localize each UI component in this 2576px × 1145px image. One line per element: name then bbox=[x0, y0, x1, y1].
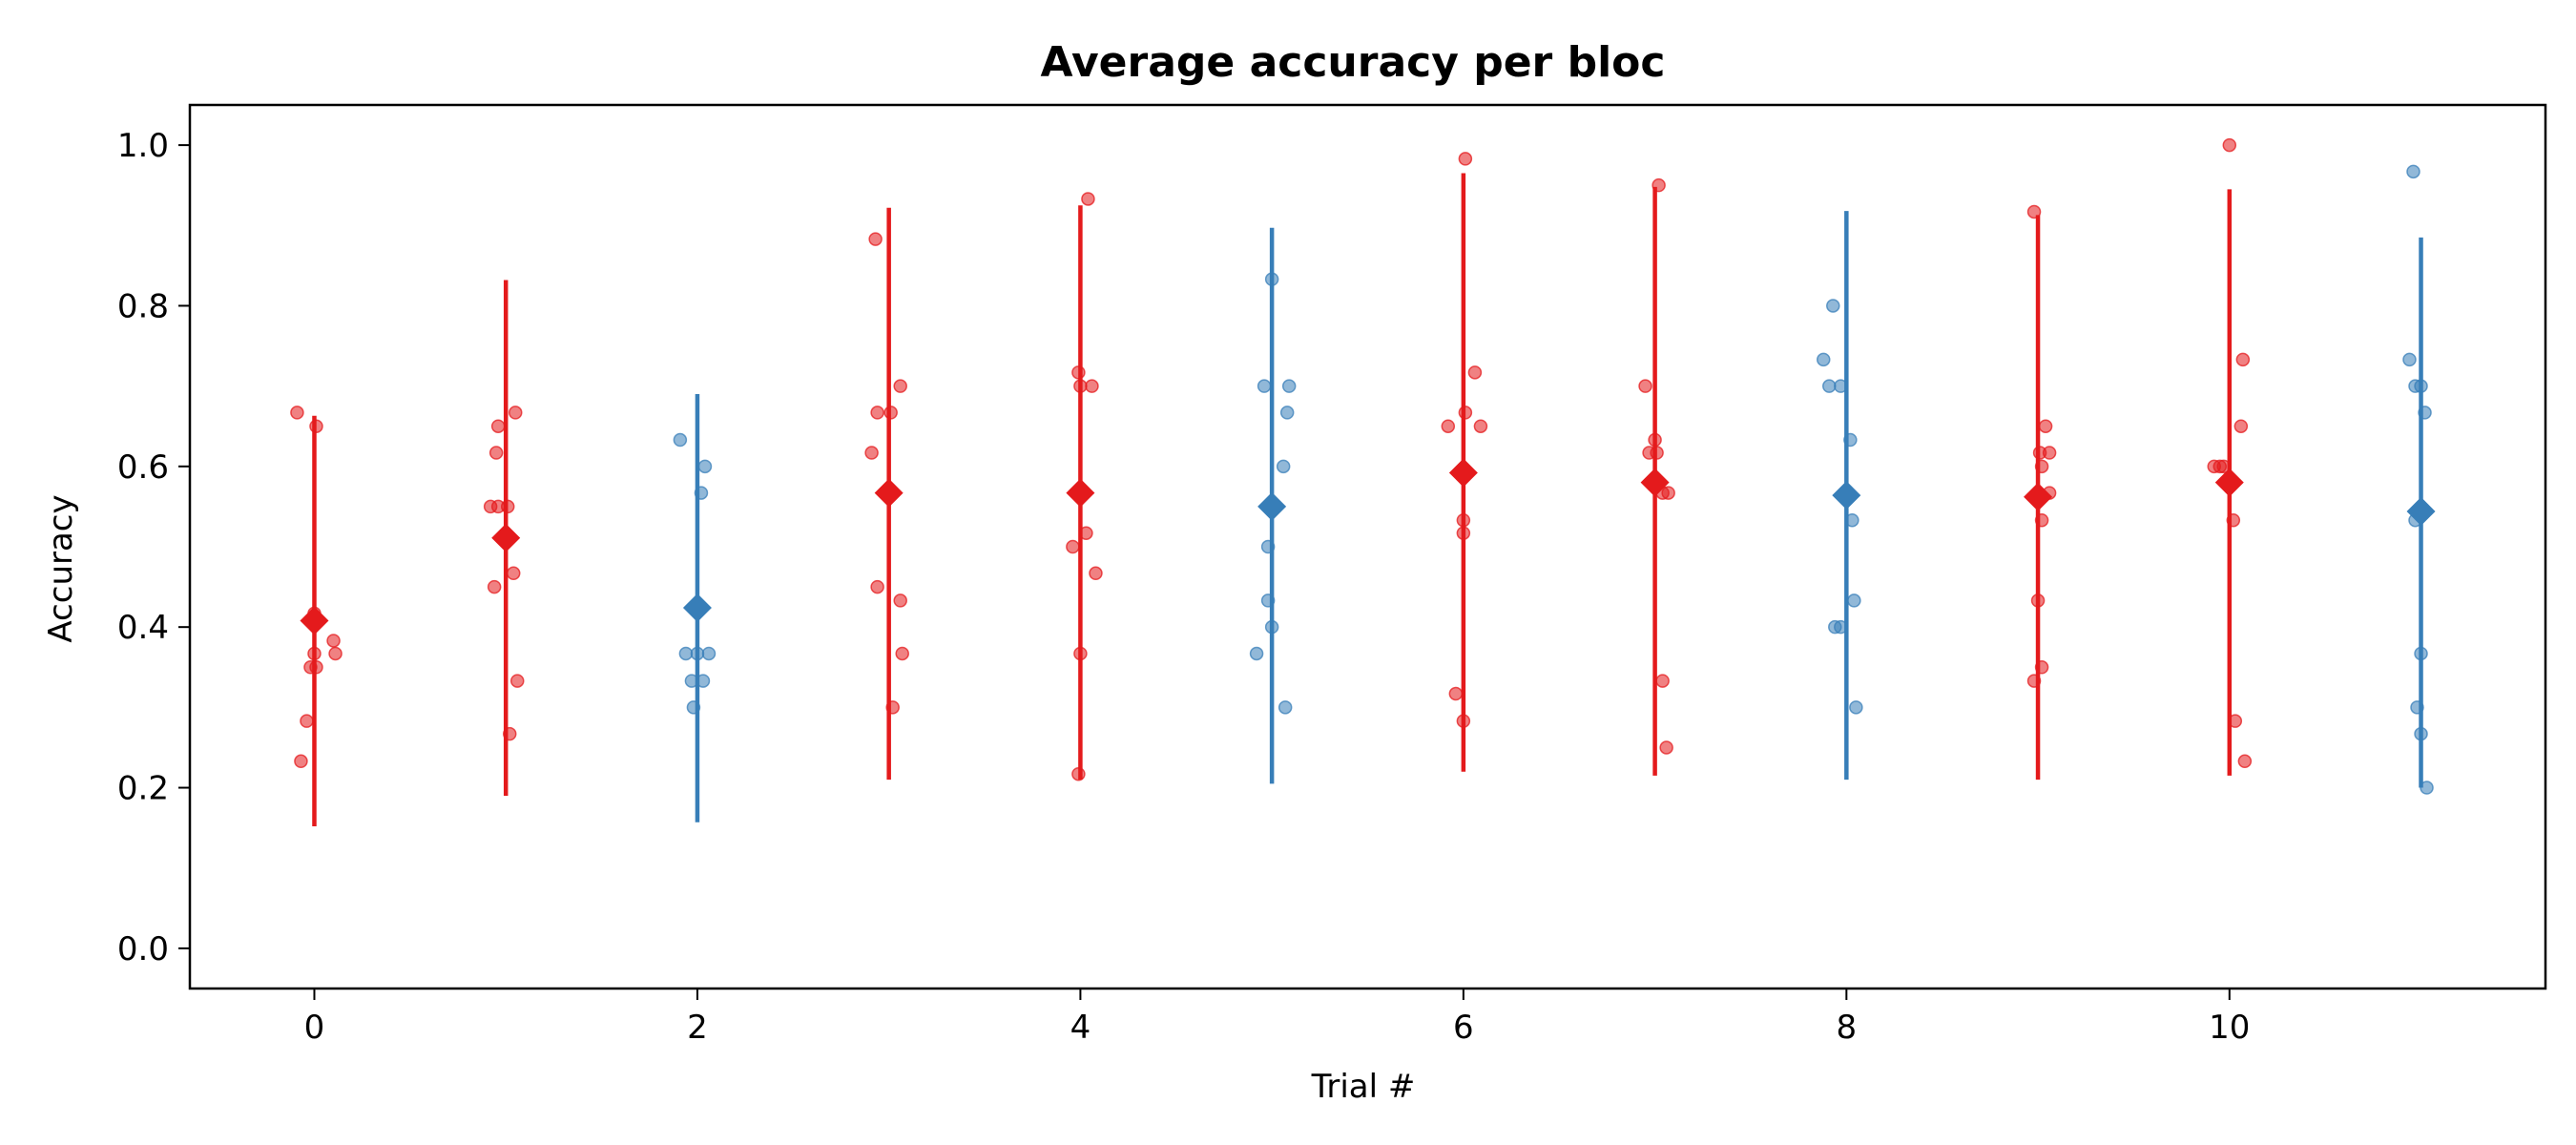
mean-marker bbox=[300, 606, 329, 635]
mean-marker bbox=[2214, 468, 2244, 497]
x-tick-label: 4 bbox=[1070, 1009, 1091, 1047]
data-point bbox=[893, 379, 907, 393]
data-point bbox=[510, 674, 525, 688]
data-point bbox=[1448, 686, 1464, 701]
data-point bbox=[1281, 379, 1297, 393]
data-point bbox=[2406, 164, 2420, 179]
trial-group-2 bbox=[673, 394, 717, 822]
x-tick-label: 8 bbox=[1837, 1009, 1858, 1047]
data-point bbox=[487, 579, 502, 594]
mean-marker bbox=[1257, 491, 1287, 521]
data-point bbox=[1849, 700, 1863, 715]
mean-marker bbox=[2406, 496, 2436, 526]
data-point bbox=[1655, 674, 1670, 688]
data-point bbox=[2038, 419, 2053, 433]
x-tick-label: 0 bbox=[304, 1009, 325, 1047]
trial-group-0 bbox=[290, 406, 343, 826]
data-point bbox=[1826, 299, 1840, 313]
data-point bbox=[701, 646, 717, 661]
data-point bbox=[1847, 593, 1861, 608]
trial-group-9 bbox=[2024, 204, 2057, 781]
data-point bbox=[1473, 419, 1488, 433]
trial-group-4 bbox=[1066, 192, 1103, 781]
data-point bbox=[1822, 379, 1837, 393]
mean-marker bbox=[874, 478, 904, 508]
data-point bbox=[870, 406, 884, 420]
y-tick-label: 0.0 bbox=[117, 930, 169, 968]
x-tick-label: 2 bbox=[687, 1009, 708, 1047]
x-tick-label: 10 bbox=[2209, 1009, 2250, 1047]
data-point bbox=[1066, 539, 1080, 554]
data-point bbox=[1441, 419, 1456, 433]
data-point bbox=[290, 406, 304, 420]
data-point bbox=[678, 646, 694, 661]
x-tick-label: 6 bbox=[1453, 1009, 1474, 1047]
data-point bbox=[1638, 379, 1652, 393]
data-point bbox=[488, 446, 504, 460]
plot-marks bbox=[290, 137, 2436, 826]
mean-marker bbox=[1640, 468, 1670, 497]
plot-frame bbox=[188, 103, 2547, 990]
x-axis-label: Trial # bbox=[1311, 1068, 1416, 1106]
chart-title: Average accuracy per bloc bbox=[1041, 38, 1666, 87]
data-point bbox=[895, 646, 909, 661]
data-point bbox=[893, 593, 907, 608]
data-point bbox=[1276, 459, 1291, 474]
mean-marker bbox=[1448, 458, 1478, 488]
data-point bbox=[508, 406, 523, 420]
mean-marker bbox=[491, 523, 521, 552]
data-point bbox=[2222, 137, 2237, 153]
data-point bbox=[1081, 192, 1095, 206]
trial-group-7 bbox=[1638, 177, 1675, 776]
data-point bbox=[326, 634, 341, 648]
trial-group-5 bbox=[1249, 227, 1297, 784]
trial-group-6 bbox=[1441, 152, 1488, 772]
mean-marker bbox=[1066, 478, 1095, 508]
y-tick-label: 0.4 bbox=[117, 609, 169, 647]
data-point bbox=[2026, 204, 2042, 219]
trial-group-10 bbox=[2207, 137, 2253, 776]
trial-group-1 bbox=[483, 280, 525, 796]
trial-group-8 bbox=[1816, 211, 1863, 781]
data-point bbox=[673, 432, 688, 448]
data-point bbox=[868, 232, 883, 246]
data-point bbox=[1467, 365, 1483, 380]
data-point bbox=[300, 714, 314, 728]
y-tick-label: 0.8 bbox=[117, 287, 169, 325]
data-point bbox=[328, 646, 343, 661]
mean-marker bbox=[682, 593, 712, 622]
data-point bbox=[864, 446, 879, 460]
data-point bbox=[1279, 406, 1295, 420]
y-tick-label: 1.0 bbox=[117, 127, 169, 165]
data-point bbox=[697, 459, 713, 474]
data-point bbox=[2237, 754, 2253, 769]
data-point bbox=[1085, 379, 1099, 393]
data-point bbox=[490, 419, 506, 433]
data-point bbox=[1659, 740, 1673, 755]
data-point bbox=[2042, 446, 2057, 460]
data-point bbox=[1458, 152, 1473, 166]
data-point bbox=[2233, 419, 2249, 433]
data-point bbox=[870, 579, 884, 594]
data-point bbox=[1249, 646, 1264, 661]
trial-group-3 bbox=[864, 207, 909, 781]
data-point bbox=[1257, 379, 1272, 393]
y-axis-label: Accuracy bbox=[42, 494, 80, 642]
data-point bbox=[2402, 352, 2417, 367]
data-point bbox=[1816, 352, 1831, 367]
mean-marker bbox=[1832, 481, 1861, 510]
mean-marker bbox=[2024, 482, 2053, 511]
data-point bbox=[1089, 566, 1103, 581]
trial-group-11 bbox=[2402, 164, 2436, 795]
y-tick-label: 0.2 bbox=[117, 770, 169, 808]
data-point bbox=[2235, 352, 2251, 367]
data-point bbox=[294, 754, 308, 769]
y-tick-label: 0.6 bbox=[117, 448, 169, 487]
data-point bbox=[1278, 700, 1293, 715]
data-point bbox=[506, 566, 521, 581]
axis-ticks: 0 2 4 6 8 10 0.0 0.2 0.4 0.6 0.8 1.0 bbox=[117, 127, 2251, 1047]
